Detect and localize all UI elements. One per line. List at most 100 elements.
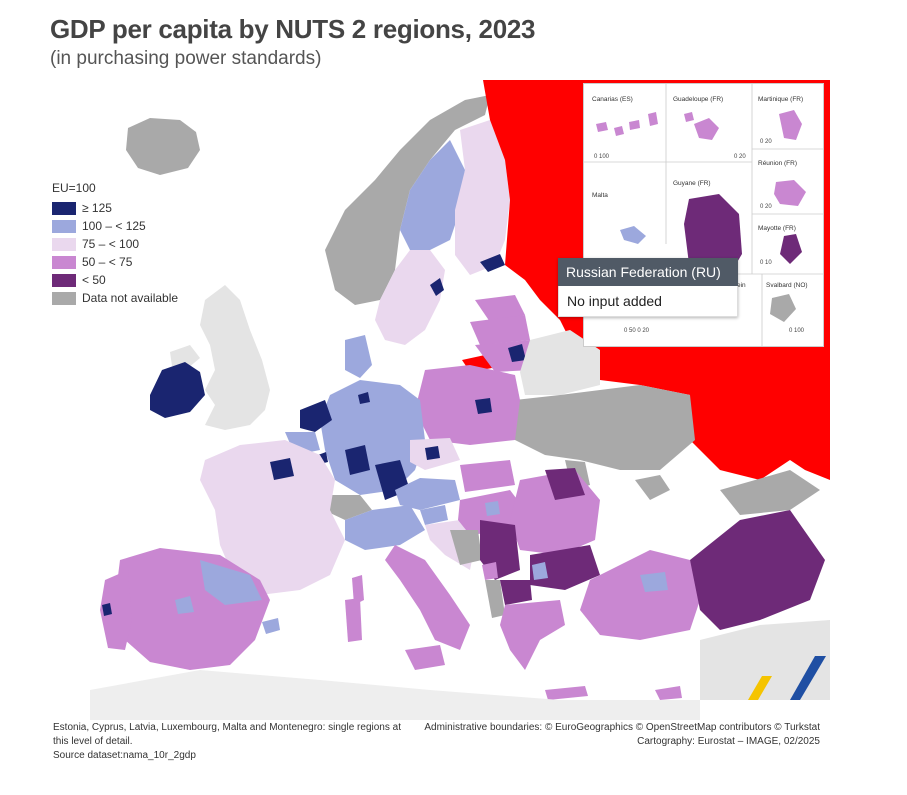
- region-italy-north[interactable]: [345, 505, 425, 550]
- page-subtitle: (in purchasing power standards): [50, 48, 322, 69]
- footnote-line: this level of detail.: [53, 736, 133, 747]
- inset-malta-label: Malta: [592, 192, 608, 199]
- region-netherlands[interactable]: [300, 400, 332, 432]
- inset-mayotte-shape: [780, 234, 802, 264]
- region-prague[interactable]: [425, 446, 440, 460]
- region-north-macedonia[interactable]: [500, 580, 532, 605]
- region-montenegro[interactable]: [482, 562, 498, 580]
- legend-label: Data not available: [82, 291, 179, 305]
- inset-svalbard-scale: 0 100: [789, 328, 805, 334]
- legend-swatch: [52, 291, 76, 305]
- region-bulgaria[interactable]: [530, 545, 600, 590]
- region-slovakia[interactable]: [460, 460, 515, 492]
- region-istanbul[interactable]: [640, 572, 668, 592]
- region-latvia[interactable]: [470, 315, 530, 345]
- region-helsinki[interactable]: [480, 254, 505, 272]
- region-crimea[interactable]: [635, 475, 670, 500]
- legend-item: ≥ 125: [52, 199, 178, 217]
- region-warsaw[interactable]: [475, 398, 492, 414]
- footnote-line: Estonia, Cyprus, Latvia, Luxembourg, Mal…: [53, 722, 401, 733]
- region-finland[interactable]: [455, 120, 510, 275]
- inset-martinique-shape: [779, 110, 802, 140]
- region-united-kingdom[interactable]: [200, 285, 270, 430]
- region-estonia[interactable]: [475, 295, 525, 322]
- legend-swatch: [52, 237, 76, 251]
- inset-mayotte-scale: 0 10: [760, 260, 772, 266]
- legend-item: Data not available: [52, 289, 178, 307]
- region-italy-south[interactable]: [385, 545, 470, 650]
- region-vilnius[interactable]: [508, 344, 526, 362]
- region-cyprus[interactable]: [655, 686, 682, 700]
- region-france[interactable]: [200, 440, 345, 595]
- region-corsica[interactable]: [352, 575, 364, 605]
- region-greece[interactable]: [500, 600, 565, 670]
- inset-canarias-label: Canarias (ES): [592, 96, 633, 103]
- legend-label: < 50: [82, 273, 106, 287]
- footnote-boundaries: Administrative boundaries: © EuroGeograp…: [424, 722, 820, 733]
- region-budapest[interactable]: [485, 501, 500, 516]
- legend-title: EU=100: [52, 181, 96, 195]
- footnote-cartography: Cartography: Eurostat – IMAGE, 02/2025: [637, 736, 820, 747]
- legend-swatch: [52, 255, 76, 269]
- region-northern-ireland[interactable]: [170, 345, 200, 368]
- region-caucasus[interactable]: [720, 470, 820, 515]
- legend-swatch: [52, 219, 76, 233]
- legend-label: 100 – < 125: [82, 219, 146, 233]
- inset-martinique-scale: 0 20: [760, 139, 772, 145]
- inset-reunion-scale: 0 20: [760, 204, 772, 210]
- region-belarus[interactable]: [520, 330, 600, 395]
- region-germany[interactable]: [320, 380, 425, 495]
- region-ukraine[interactable]: [515, 385, 695, 470]
- tooltip-body: No input added: [558, 286, 738, 317]
- region-sicily[interactable]: [405, 645, 445, 670]
- inset-guadeloupe-scale: 0 20: [734, 154, 746, 160]
- region-stockholm[interactable]: [430, 278, 444, 296]
- inset-svalbard-shape: [770, 294, 796, 322]
- tooltip-title: Russian Federation (RU): [558, 258, 738, 286]
- legend-item: 50 – < 75: [52, 253, 178, 271]
- inset-reunion-label: Réunion (FR): [758, 160, 798, 167]
- region-hessen[interactable]: [345, 445, 370, 475]
- region-ireland[interactable]: [150, 362, 205, 418]
- region-iceland[interactable]: [126, 118, 200, 175]
- eurostat-logo-blue: [790, 656, 826, 700]
- region-bosnia[interactable]: [450, 530, 482, 565]
- inset-svalbard-label: Svalbard (NO): [766, 282, 808, 289]
- legend-item: 100 – < 125: [52, 217, 178, 235]
- region-slovenia[interactable]: [420, 505, 448, 525]
- legend-label: 50 – < 75: [82, 255, 133, 269]
- region-tooltip: Russian Federation (RU) No input added: [558, 258, 738, 317]
- legend-swatch: [52, 273, 76, 287]
- legend: EU=100 ≥ 125 100 – < 125 75 – < 100 50 –…: [52, 181, 178, 307]
- region-ile-de-france[interactable]: [270, 458, 294, 480]
- region-romania-ne[interactable]: [545, 468, 585, 500]
- region-turkey-east[interactable]: [690, 510, 825, 630]
- region-sweden-south[interactable]: [375, 250, 445, 345]
- footnote-left: Estonia, Cyprus, Latvia, Luxembourg, Mal…: [53, 721, 413, 763]
- region-albania[interactable]: [485, 580, 505, 618]
- region-crete[interactable]: [545, 686, 588, 700]
- inset-reunion-shape: [774, 180, 806, 206]
- region-lisbon[interactable]: [102, 603, 112, 616]
- region-north-africa[interactable]: [90, 670, 700, 720]
- region-austria[interactable]: [395, 478, 460, 510]
- region-sardinia[interactable]: [345, 598, 362, 642]
- region-turkey-west[interactable]: [580, 550, 700, 640]
- region-denmark[interactable]: [345, 335, 372, 378]
- inset-canarias-scale: 0 100: [594, 154, 610, 160]
- region-hamburg[interactable]: [358, 392, 370, 404]
- inset-canarias-shape: [596, 112, 658, 136]
- region-spain-north[interactable]: [200, 560, 262, 605]
- region-poland[interactable]: [415, 365, 520, 445]
- region-switzerland[interactable]: [328, 495, 372, 520]
- region-madrid[interactable]: [175, 596, 194, 614]
- inset-malta-shape: [620, 226, 646, 244]
- region-middle-east[interactable]: [700, 620, 830, 700]
- inset-mayotte-label: Mayotte (FR): [758, 225, 796, 232]
- legend-item: < 50: [52, 271, 178, 289]
- region-portugal[interactable]: [100, 570, 132, 650]
- region-sofia[interactable]: [532, 562, 548, 580]
- region-sweden-north[interactable]: [400, 140, 465, 250]
- legend-label: ≥ 125: [82, 201, 112, 215]
- region-baleares[interactable]: [262, 618, 280, 634]
